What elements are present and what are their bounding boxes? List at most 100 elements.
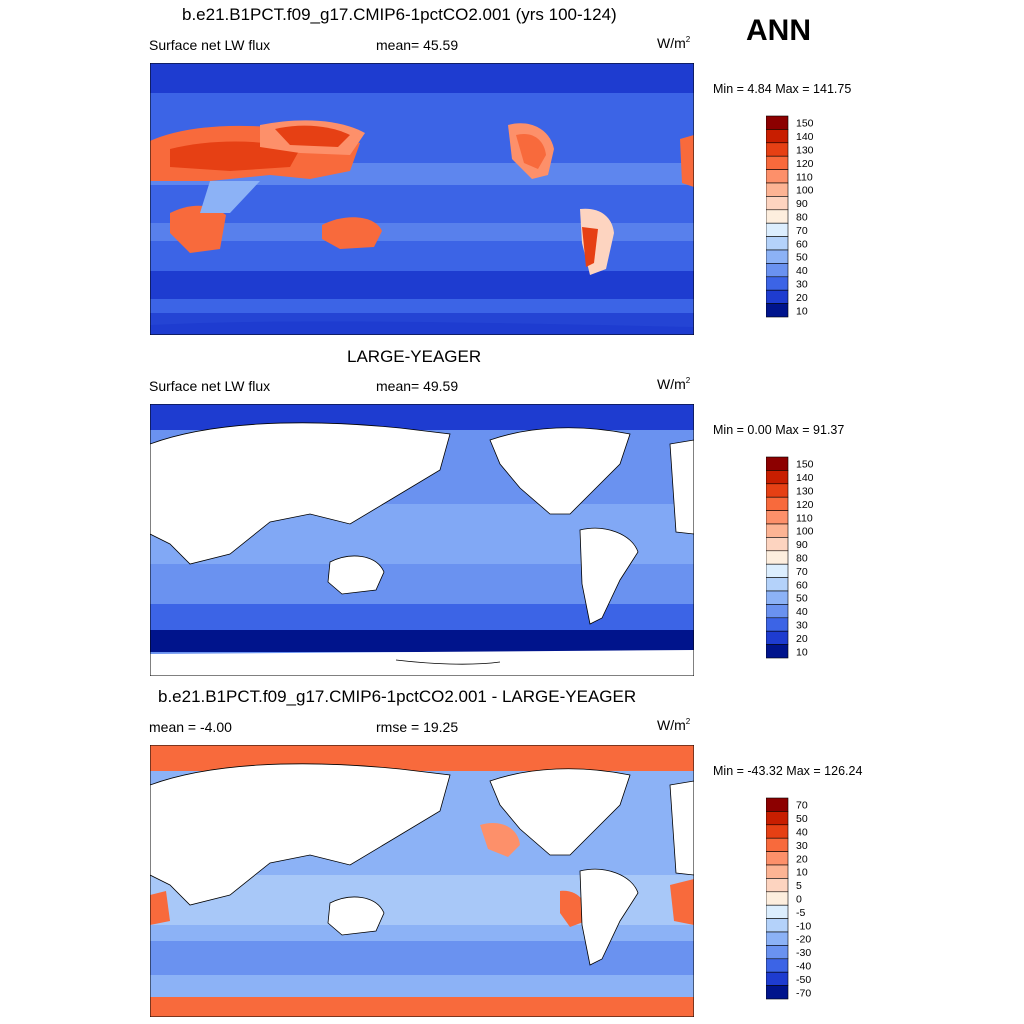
colorbar-swatch xyxy=(766,249,789,264)
colorbar-tick-label: 150 xyxy=(796,459,814,471)
colorbar-tick-label: 30 xyxy=(796,620,808,632)
season-label: ANN xyxy=(746,14,811,47)
colorbar-swatch xyxy=(766,590,789,605)
panel-3-map xyxy=(150,745,694,1017)
colorbar-tick-label: 50 xyxy=(796,813,808,825)
colorbar-tick-label: -40 xyxy=(796,961,811,973)
colorbar-swatch xyxy=(766,617,789,632)
colorbar-swatch xyxy=(766,155,789,170)
colorbar-tick-label: 100 xyxy=(796,526,814,538)
colorbar-swatch xyxy=(766,904,789,919)
colorbar-swatch xyxy=(766,958,789,973)
colorbar-swatch xyxy=(766,864,789,879)
colorbar-swatch xyxy=(766,945,789,960)
colorbar-swatch xyxy=(766,470,789,485)
colorbar-swatch xyxy=(766,222,789,237)
colorbar-swatch xyxy=(766,483,789,498)
colorbar-swatch xyxy=(766,918,789,933)
colorbar-tick-label: 50 xyxy=(796,593,808,605)
colorbar-tick-label: -30 xyxy=(796,947,811,959)
colorbar-tick-label: 5 xyxy=(796,880,802,892)
colorbar-swatch xyxy=(766,236,789,251)
colorbar-swatch xyxy=(766,851,789,866)
colorbar-swatch xyxy=(766,931,789,946)
panel-1-minmax-label: Min = 4.84 Max = 141.75 xyxy=(713,82,852,96)
colorbar-swatch xyxy=(766,550,789,565)
colorbar-swatch xyxy=(766,971,789,986)
colorbar-tick-label: 40 xyxy=(796,827,808,839)
panel-3-minmax-label: Min = -43.32 Max = 126.24 xyxy=(713,764,863,778)
colorbar-tick-label: 60 xyxy=(796,579,808,591)
colorbar-swatch xyxy=(766,985,789,1000)
colorbar-swatch xyxy=(766,630,789,645)
colorbar-tick-label: 110 xyxy=(796,512,813,524)
colorbar-swatch xyxy=(766,797,789,812)
colorbar-tick-label: 70 xyxy=(796,800,808,812)
colorbar-tick-label: 120 xyxy=(796,499,814,511)
colorbar-tick-label: 50 xyxy=(796,252,808,264)
colorbar-tick-label: 60 xyxy=(796,238,808,250)
colorbar-tick-label: 30 xyxy=(796,840,808,852)
colorbar-tick-label: 10 xyxy=(796,867,808,879)
panel-1-variable-label: Surface net LW flux xyxy=(149,37,271,53)
colorbar-swatch xyxy=(766,142,789,157)
colorbar-swatch xyxy=(766,303,789,318)
colorbar-tick-label: 80 xyxy=(796,212,808,224)
colorbar-tick-label: 40 xyxy=(796,265,808,277)
panel-2-mean-label: mean= 49.59 xyxy=(376,378,459,394)
colorbar-swatch xyxy=(766,510,789,525)
panel-3-title: b.e21.B1PCT.f09_g17.CMIP6-1pctCO2.001 - … xyxy=(158,687,637,706)
colorbar-tick-label: 20 xyxy=(796,853,808,865)
colorbar-swatch xyxy=(766,563,789,578)
colorbar-tick-label: 140 xyxy=(796,131,814,143)
colorbar-tick-label: 70 xyxy=(796,225,808,237)
panel-1-units-label: W/m2 xyxy=(657,35,691,51)
colorbar-tick-label: 10 xyxy=(796,646,808,658)
panel-2-minmax-label: Min = 0.00 Max = 91.37 xyxy=(713,423,845,437)
colorbar-swatch xyxy=(766,537,789,552)
colorbar-swatch xyxy=(766,289,789,304)
colorbar-tick-label: -50 xyxy=(796,974,811,986)
panel-1-title: b.e21.B1PCT.f09_g17.CMIP6-1pctCO2.001 (y… xyxy=(182,5,617,24)
colorbar-swatch xyxy=(766,276,789,291)
colorbar-tick-label: 90 xyxy=(796,198,808,210)
colorbar-swatch xyxy=(766,523,789,538)
colorbar-swatch xyxy=(766,878,789,893)
colorbar-swatch xyxy=(766,115,789,130)
colorbar-tick-label: 100 xyxy=(796,185,814,197)
panel-2-title: LARGE-YEAGER xyxy=(347,347,482,366)
panel-2-units-label: W/m2 xyxy=(657,376,691,392)
colorbar-tick-label: 20 xyxy=(796,633,808,645)
colorbar-swatch xyxy=(766,169,789,184)
colorbar-swatch xyxy=(766,644,789,659)
panel-1-mean-label: mean= 45.59 xyxy=(376,37,459,53)
colorbar-tick-label: 0 xyxy=(796,894,802,906)
panel-1-map xyxy=(150,63,694,335)
colorbar-tick-label: 90 xyxy=(796,539,808,551)
colorbar-swatch xyxy=(766,456,789,471)
panel-3-mean-label: mean = -4.00 xyxy=(149,719,232,735)
colorbar-swatch xyxy=(766,209,789,224)
colorbar-tick-label: 120 xyxy=(796,158,814,170)
colorbar-tick-label: 20 xyxy=(796,292,808,304)
panel-2-variable-label: Surface net LW flux xyxy=(149,378,271,394)
panel-3-units-label: W/m2 xyxy=(657,717,691,733)
colorbar-swatch xyxy=(766,837,789,852)
panel-2-map xyxy=(150,404,694,676)
colorbar-tick-label: 150 xyxy=(796,118,814,130)
colorbar-swatch xyxy=(766,129,789,144)
colorbar-tick-label: 80 xyxy=(796,553,808,565)
colorbar-tick-label: 130 xyxy=(796,486,814,498)
colorbar-tick-label: 130 xyxy=(796,145,814,157)
colorbar-tick-label: 10 xyxy=(796,305,808,317)
colorbar-swatch xyxy=(766,811,789,826)
colorbar-tick-label: -20 xyxy=(796,934,811,946)
colorbar-swatch xyxy=(766,891,789,906)
colorbar-tick-label: 110 xyxy=(796,171,813,183)
colorbar-tick-label: -10 xyxy=(796,920,811,932)
colorbar-swatch xyxy=(766,604,789,619)
colorbar-swatch xyxy=(766,824,789,839)
